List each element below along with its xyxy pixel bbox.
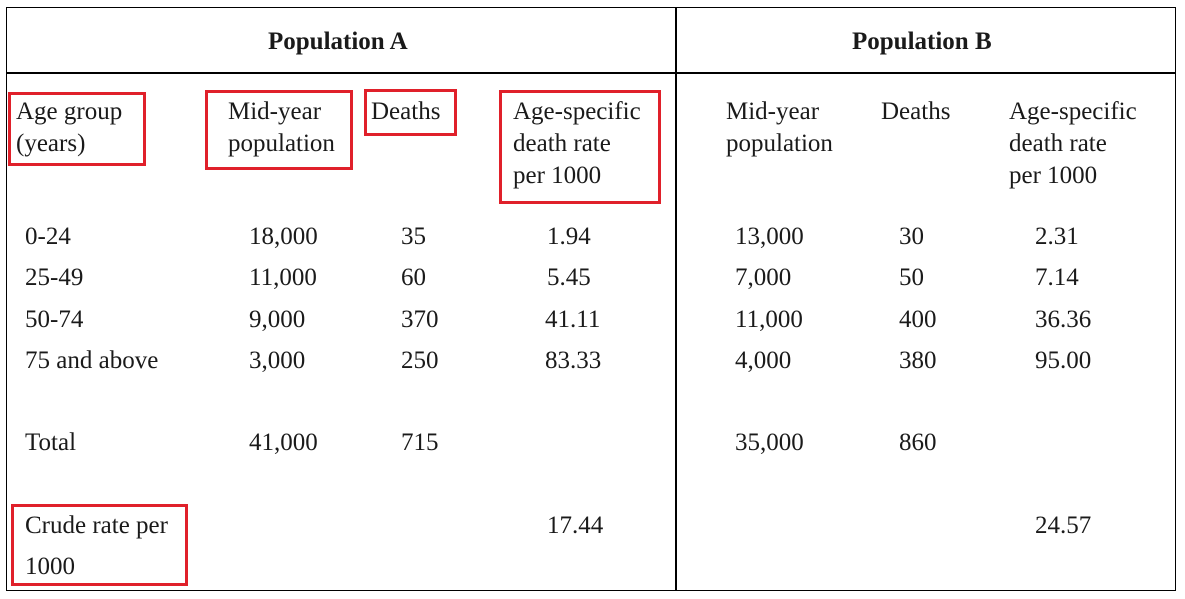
row-b-rate: 95.00 — [1035, 347, 1092, 374]
total-a-pop: 41,000 — [249, 429, 318, 456]
row-a-pop: 11,000 — [249, 264, 317, 291]
col-b-deaths: Deaths — [881, 98, 951, 125]
total-a-deaths: 715 — [401, 429, 439, 456]
row-a-deaths: 250 — [401, 347, 439, 374]
row-b-deaths: 380 — [899, 347, 937, 374]
row-b-deaths: 400 — [899, 306, 937, 333]
row-b-deaths: 30 — [899, 223, 924, 250]
population-a-header: Population A — [268, 28, 408, 55]
row-age: 75 and above — [25, 347, 159, 374]
col-b-rate-line1: Age-specific — [1009, 98, 1137, 125]
row-a-rate: 83.33 — [545, 347, 602, 374]
row-a-deaths: 35 — [401, 223, 426, 250]
highlight-age-group — [8, 92, 146, 166]
row-a-deaths: 370 — [401, 306, 439, 333]
row-a-rate: 41.11 — [545, 306, 601, 333]
row-b-deaths: 50 — [899, 264, 924, 291]
highlight-deaths — [364, 89, 457, 136]
row-a-pop: 9,000 — [249, 306, 306, 333]
row-b-pop: 11,000 — [735, 306, 803, 333]
highlight-age-specific-rate — [499, 90, 661, 204]
row-a-pop: 18,000 — [249, 223, 318, 250]
col-age-line2: (years) — [16, 130, 86, 157]
row-a-deaths: 60 — [401, 264, 426, 291]
row-b-rate: 7.14 — [1035, 264, 1079, 291]
col-b-midyear-line2: population — [726, 130, 833, 157]
total-b-pop: 35,000 — [735, 429, 804, 456]
row-a-rate: 5.45 — [547, 264, 591, 291]
col-a-rate-line3: per 1000 — [513, 162, 602, 189]
col-a-deaths: Deaths — [371, 98, 441, 125]
row-b-rate: 36.36 — [1035, 306, 1092, 333]
crude-label-line1: Crude rate per — [25, 512, 168, 539]
row-b-pop: 4,000 — [735, 347, 792, 374]
row-b-rate: 2.31 — [1035, 223, 1079, 250]
crude-a-rate: 17.44 — [547, 512, 604, 539]
row-b-pop: 7,000 — [735, 264, 792, 291]
crude-b-rate: 24.57 — [1035, 512, 1092, 539]
col-a-midyear-line2: population — [228, 130, 335, 157]
col-b-rate-line2: death rate — [1009, 130, 1107, 157]
col-b-rate-line3: per 1000 — [1009, 162, 1098, 189]
col-b-midyear-line1: Mid-year — [726, 98, 820, 125]
crude-label-line2: 1000 — [25, 553, 75, 580]
row-age: 25-49 — [25, 264, 84, 291]
row-a-pop: 3,000 — [249, 347, 306, 374]
highlight-mid-year-population — [205, 90, 353, 170]
total-label: Total — [25, 429, 77, 456]
col-a-rate-line1: Age-specific — [513, 98, 641, 125]
row-age: 0-24 — [25, 223, 71, 250]
row-b-pop: 13,000 — [735, 223, 804, 250]
total-b-deaths: 860 — [899, 429, 937, 456]
row-a-rate: 1.94 — [547, 223, 591, 250]
col-a-rate-line2: death rate — [513, 130, 611, 157]
table-frame — [6, 7, 1176, 591]
population-b-header: Population B — [852, 28, 992, 55]
col-a-midyear-line1: Mid-year — [228, 98, 322, 125]
population-divider — [675, 7, 677, 591]
row-age: 50-74 — [25, 306, 84, 333]
highlight-crude-rate — [11, 504, 188, 586]
col-age-line1: Age group — [16, 98, 123, 125]
header-divider — [6, 72, 1176, 74]
